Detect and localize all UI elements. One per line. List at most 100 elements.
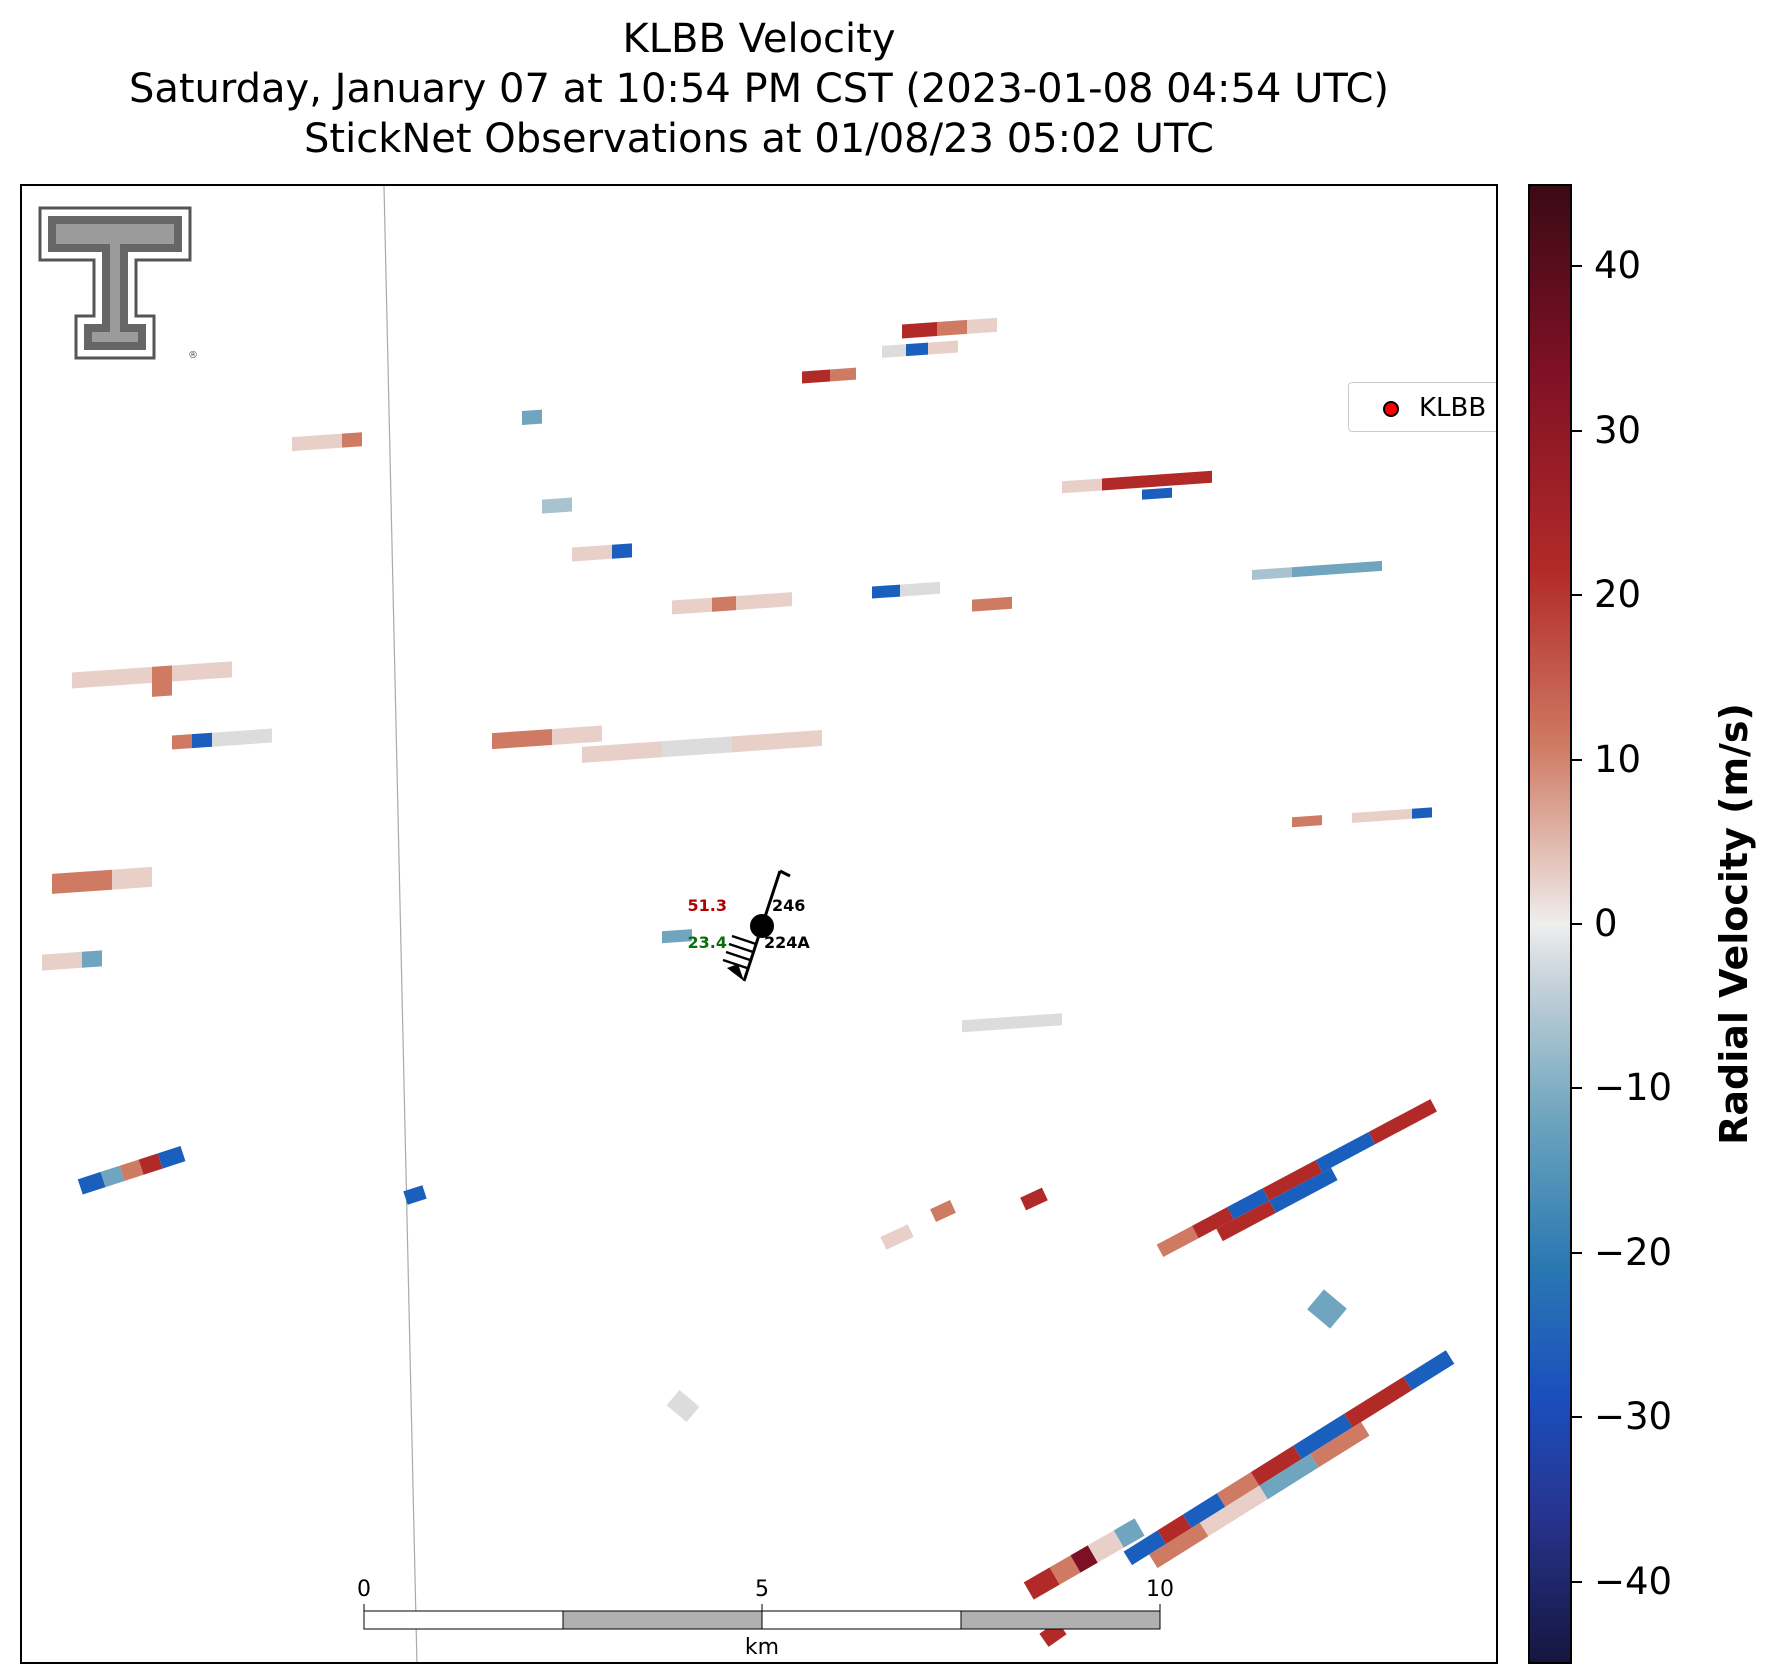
echo-cell xyxy=(1049,1555,1081,1585)
station-id-top: 246 xyxy=(772,896,805,915)
echo-cell xyxy=(138,1153,163,1175)
echo-cell xyxy=(1216,1472,1260,1507)
colorbar-tick-label: 30 xyxy=(1594,408,1642,452)
echo-cell xyxy=(1149,1522,1209,1569)
echo-cell xyxy=(1070,1545,1098,1573)
echo-cell xyxy=(522,409,542,426)
echo-cell xyxy=(77,1171,106,1195)
echo-cell xyxy=(1087,1530,1124,1563)
scale-seg xyxy=(960,1610,1161,1630)
echo-cell xyxy=(1250,1445,1302,1486)
echo-cell xyxy=(152,665,172,697)
echo-cell xyxy=(212,728,272,747)
echo-cell xyxy=(1216,1200,1276,1242)
scale-seg xyxy=(562,1610,763,1630)
echo-cell xyxy=(112,866,152,890)
echo-cell xyxy=(1292,564,1332,578)
echo-cell xyxy=(192,732,212,749)
echo-cell xyxy=(732,592,792,611)
colorbar-tick-label: 40 xyxy=(1594,244,1642,288)
echo-cell xyxy=(1062,478,1102,494)
colorbar-tick-label: −30 xyxy=(1594,1395,1673,1439)
echo-cell xyxy=(1157,1514,1192,1544)
echo-cell xyxy=(1344,1376,1412,1428)
echo-cell xyxy=(1269,1167,1338,1214)
echo-cell xyxy=(880,1224,914,1250)
scale-unit: km xyxy=(745,1635,779,1660)
colorbar-tick xyxy=(1572,265,1582,268)
scale-seg xyxy=(761,1610,962,1630)
echo-cell xyxy=(1293,1413,1353,1460)
svg-text:®: ® xyxy=(188,350,198,361)
colorbar-tick-label: 20 xyxy=(1594,573,1642,617)
station-temperature: 51.3 xyxy=(688,896,727,915)
echo-cell xyxy=(42,951,82,971)
echo-cell xyxy=(1113,1518,1145,1548)
colorbar-tick xyxy=(1572,1416,1582,1419)
echo-cell xyxy=(712,596,736,612)
velocity-echoes-se3 xyxy=(1023,1518,1145,1600)
radar-velocity-field: ® 0 5 10 km 51.3 23. xyxy=(38,186,1455,1662)
echo-cell xyxy=(572,544,612,562)
echo-cell xyxy=(962,1013,1062,1033)
colorbar-tick-label: 10 xyxy=(1594,737,1642,781)
echo-cell xyxy=(403,1185,427,1205)
echo-cell xyxy=(662,929,692,944)
velocity-echoes-sw xyxy=(77,1145,186,1195)
echo-cell xyxy=(662,736,732,758)
echo-cell xyxy=(967,317,997,334)
sticknet-station-plot[interactable]: 51.3 23.4 246 224A xyxy=(688,869,811,982)
echo-cell xyxy=(872,584,900,599)
station-dewpoint: 23.4 xyxy=(688,933,727,952)
colorbar-tick-label: −40 xyxy=(1594,1559,1673,1603)
echo-cell xyxy=(882,344,906,358)
echo-cell xyxy=(1156,1225,1199,1257)
scale-seg xyxy=(363,1610,564,1630)
velocity-echoes-se2 xyxy=(1123,1350,1455,1569)
scale-bar: 0 5 10 km xyxy=(357,1577,1174,1660)
echo-cell xyxy=(542,497,572,514)
echo-cell xyxy=(1123,1530,1166,1566)
colorbar-tick xyxy=(1572,429,1582,432)
echo-cell xyxy=(172,661,232,682)
echo-cell xyxy=(82,950,102,968)
echo-cell xyxy=(937,319,967,337)
echo-cell xyxy=(930,1200,956,1222)
echo-cell xyxy=(119,1159,144,1181)
echo-cell xyxy=(1262,1160,1323,1201)
echo-cell xyxy=(157,1145,186,1169)
echo-cell xyxy=(1192,1207,1234,1239)
echo-cell xyxy=(52,869,112,894)
texas-tech-double-t-logo: ® xyxy=(38,206,198,361)
echo-cell xyxy=(1307,1289,1347,1329)
colorbar-tick-label: −20 xyxy=(1594,1230,1673,1274)
echo-cell xyxy=(666,1389,700,1423)
echo-cell xyxy=(972,596,1012,612)
county-boundary-line xyxy=(383,186,418,1662)
echo-cell xyxy=(342,432,362,448)
echo-cell xyxy=(292,433,342,452)
colorbar-tick xyxy=(1572,1580,1582,1583)
radar-map-panel[interactable]: ® 0 5 10 km 51.3 23. xyxy=(20,184,1498,1664)
echo-cell xyxy=(492,728,552,750)
echo-cell xyxy=(1182,1493,1226,1529)
echo-cell xyxy=(1252,567,1292,580)
colorbar-label: Radial Velocity (m/s) xyxy=(1712,703,1756,1145)
echo-cell xyxy=(1403,1350,1455,1391)
map-legend: KLBB xyxy=(1348,382,1496,432)
echo-cell xyxy=(732,730,822,753)
echo-cell xyxy=(582,741,662,763)
echo-cell xyxy=(1102,474,1162,491)
echo-cell xyxy=(72,665,172,689)
echo-cell xyxy=(1162,470,1212,487)
echo-cell xyxy=(1199,1485,1268,1537)
echo-cell xyxy=(1332,560,1382,575)
echo-cell xyxy=(1315,1131,1376,1173)
map-subtitle-time: Saturday, January 07 at 10:54 PM CST (20… xyxy=(128,66,1390,112)
colorbar-tick-label: 0 xyxy=(1594,902,1618,945)
echo-cell xyxy=(100,1165,125,1188)
map-subtitle-obs: StickNet Observations at 01/08/23 05:02 … xyxy=(304,116,1214,162)
klbb-marker-icon xyxy=(1383,401,1399,417)
echo-cell xyxy=(1142,487,1172,500)
scale-label-10: 10 xyxy=(1146,1577,1174,1602)
